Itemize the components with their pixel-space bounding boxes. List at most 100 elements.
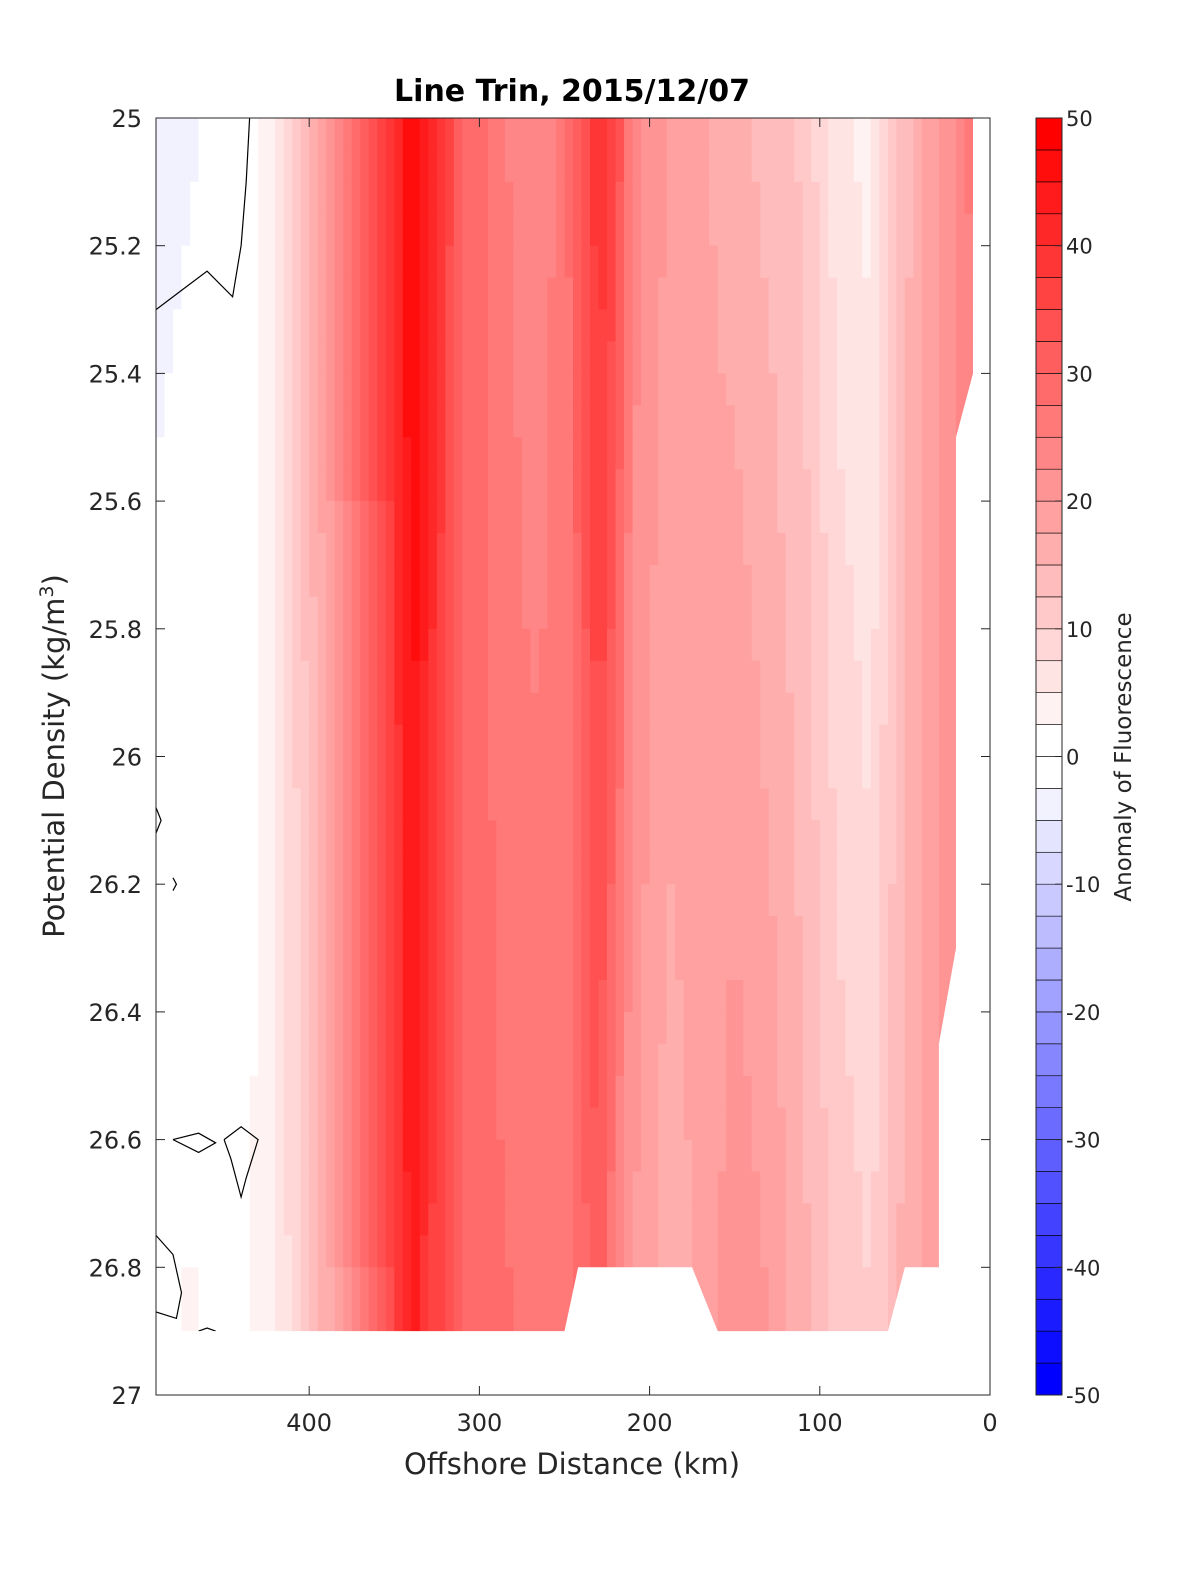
field-cell	[785, 628, 795, 662]
field-cell	[513, 948, 523, 981]
field-cell	[275, 660, 285, 694]
field-cell	[632, 852, 642, 885]
field-cell	[394, 245, 404, 279]
field-cell	[845, 564, 855, 598]
field-cell	[879, 405, 889, 438]
field-cell	[726, 149, 736, 183]
field-cell	[683, 788, 693, 821]
field-cell	[879, 660, 889, 694]
field-cell	[819, 1043, 829, 1077]
field-cell	[300, 213, 310, 247]
field-cell	[351, 724, 361, 758]
field-cell	[581, 756, 591, 790]
field-cell	[479, 245, 489, 279]
field-cell	[275, 501, 285, 534]
field-cell	[573, 820, 583, 853]
field-cell	[453, 213, 463, 247]
field-cell	[266, 564, 276, 598]
field-cell	[343, 501, 353, 534]
field-cell	[760, 724, 770, 758]
field-cell	[292, 979, 302, 1013]
field-cell	[462, 596, 472, 630]
field-cell	[462, 724, 472, 758]
field-cell	[513, 373, 523, 406]
field-cell	[828, 341, 838, 374]
field-cell	[181, 501, 191, 534]
field-cell	[828, 1235, 838, 1268]
field-cell	[215, 724, 225, 758]
field-cell	[258, 437, 268, 470]
field-cell	[819, 948, 829, 981]
field-cell	[777, 341, 787, 374]
field-cell	[828, 820, 838, 853]
field-cell	[326, 660, 336, 694]
field-cell	[581, 884, 591, 917]
field-cell	[555, 341, 566, 374]
field-cell	[513, 852, 523, 885]
field-cell	[419, 692, 429, 726]
field-cell	[726, 724, 736, 758]
field-cell	[862, 533, 872, 566]
field-cell	[428, 756, 438, 790]
field-cell	[530, 564, 540, 598]
field-cell	[862, 213, 872, 247]
field-cell	[521, 979, 532, 1013]
field-cell	[879, 596, 889, 630]
field-cell	[232, 916, 242, 949]
field-cell	[487, 341, 498, 374]
field-cell	[862, 277, 872, 311]
field-cell	[402, 820, 412, 853]
field-cell	[317, 501, 327, 534]
field-cell	[453, 373, 463, 406]
colorbar-level	[1035, 181, 1063, 215]
field-cell	[181, 916, 191, 949]
field-cell	[836, 181, 846, 215]
field-cell	[658, 405, 668, 438]
field-cell	[258, 1203, 268, 1236]
field-cell	[760, 373, 770, 406]
field-cell	[249, 1075, 259, 1109]
field-cell	[496, 181, 506, 215]
field-cell	[819, 916, 829, 949]
field-cell	[760, 692, 770, 726]
field-cell	[777, 437, 787, 470]
field-cell	[462, 1267, 472, 1300]
field-cell	[700, 1107, 710, 1141]
field-cell	[198, 979, 208, 1013]
field-cell	[377, 948, 387, 981]
field-cell	[530, 1203, 540, 1236]
field-cell	[870, 437, 880, 470]
field-cell	[249, 309, 259, 343]
field-cell	[470, 628, 480, 662]
field-cell	[275, 1267, 285, 1300]
field-cell	[504, 692, 515, 726]
field-cell	[845, 1267, 855, 1300]
field-cell	[666, 277, 676, 311]
field-cell	[181, 277, 191, 311]
field-cell	[300, 660, 310, 694]
field-cell	[675, 277, 685, 311]
field-cell	[743, 341, 753, 374]
field-cell	[777, 1267, 787, 1300]
field-cell	[845, 533, 855, 566]
field-cell	[198, 118, 208, 151]
field-cell	[632, 309, 642, 343]
field-cell	[709, 660, 719, 694]
field-cell	[530, 948, 540, 981]
field-cell	[173, 756, 183, 790]
field-cell	[487, 884, 498, 917]
field-cell	[734, 820, 744, 853]
field-cell	[317, 437, 327, 470]
field-cell	[394, 788, 404, 821]
field-cell	[470, 596, 480, 630]
field-cell	[249, 1043, 259, 1077]
field-cell	[649, 884, 659, 917]
field-cell	[215, 213, 225, 247]
field-cell	[581, 660, 591, 694]
field-cell	[760, 948, 770, 981]
field-cell	[709, 405, 719, 438]
field-cell	[675, 533, 685, 566]
field-cell	[207, 660, 217, 694]
field-cell	[879, 213, 889, 247]
field-cell	[904, 1171, 915, 1205]
